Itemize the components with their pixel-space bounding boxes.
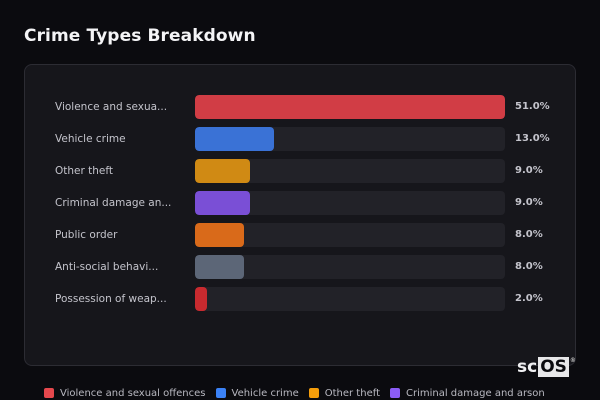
bar-track	[195, 287, 505, 311]
bar-value: 51.0%	[515, 101, 550, 112]
legend-label: Other theft	[324, 387, 380, 399]
legend-swatch-icon	[44, 388, 54, 398]
bar-row: Public order 8.0%	[25, 223, 575, 247]
bar-label: Anti-social behavi...	[55, 261, 159, 273]
bar-track	[195, 223, 505, 247]
bar-label: Violence and sexua...	[55, 101, 168, 113]
bar-track	[195, 95, 505, 119]
legend-swatch-icon	[389, 388, 400, 398]
bar-fill[interactable]	[195, 287, 208, 311]
bar-value: 9.0%	[515, 197, 543, 208]
bar-track	[195, 159, 505, 183]
bar-row: Violence and sexua... 51.0%	[25, 95, 575, 119]
legend-swatch-icon	[215, 388, 226, 398]
registered-mark: ®	[569, 357, 576, 364]
legend-item[interactable]: Violence and sexual offences	[44, 388, 206, 399]
bar-value: 9.0%	[515, 165, 543, 176]
bar-row: Vehicle crime 13.0%	[25, 127, 575, 151]
chart-title: Crime Types Breakdown	[24, 26, 256, 46]
chart-legend: Violence and sexual offences Vehicle crim…	[44, 386, 545, 400]
scos-logo: sc OS ®	[517, 357, 576, 377]
bar-value: 8.0%	[515, 229, 543, 240]
legend-swatch-icon	[308, 388, 319, 398]
logo-os: OS	[538, 357, 569, 377]
bar-label: Vehicle crime	[55, 133, 126, 145]
chart-panel: Violence and sexua... 51.0% Vehicle crime 1…	[24, 64, 576, 366]
bar-value: 8.0%	[515, 261, 543, 272]
bar-track	[195, 255, 505, 279]
logo-sc: sc	[517, 357, 538, 377]
bar-fill[interactable]	[195, 255, 244, 279]
bar-fill[interactable]	[195, 191, 250, 215]
bar-fill[interactable]	[195, 127, 275, 151]
legend-item[interactable]: Vehicle crime	[215, 387, 299, 399]
bar-label: Public order	[55, 229, 118, 241]
bar-value: 2.0%	[515, 293, 543, 304]
bar-fill[interactable]	[195, 159, 250, 183]
bar-fill[interactable]	[195, 223, 244, 247]
bar-label: Other theft	[55, 165, 114, 177]
bar-row: Criminal damage an... 9.0%	[25, 191, 575, 215]
legend-item[interactable]: Other theft	[308, 387, 380, 399]
legend-label: Criminal damage and arson	[405, 387, 545, 399]
bar-row: Other theft 9.0%	[25, 159, 575, 183]
bar-label: Criminal damage an...	[55, 197, 172, 209]
legend-label: Violence and sexual offences	[60, 387, 206, 399]
bar-row: Possession of weap... 2.0%	[25, 287, 575, 311]
bar-track	[195, 127, 505, 151]
legend-label: Vehicle crime	[231, 387, 299, 399]
bar-label: Possession of weap...	[55, 293, 167, 305]
bar-row: Anti-social behavi... 8.0%	[25, 255, 575, 279]
bar-track	[195, 191, 505, 215]
bar-fill[interactable]	[195, 95, 505, 119]
legend-item[interactable]: Criminal damage and arson	[389, 387, 545, 399]
bar-value: 13.0%	[515, 133, 550, 144]
